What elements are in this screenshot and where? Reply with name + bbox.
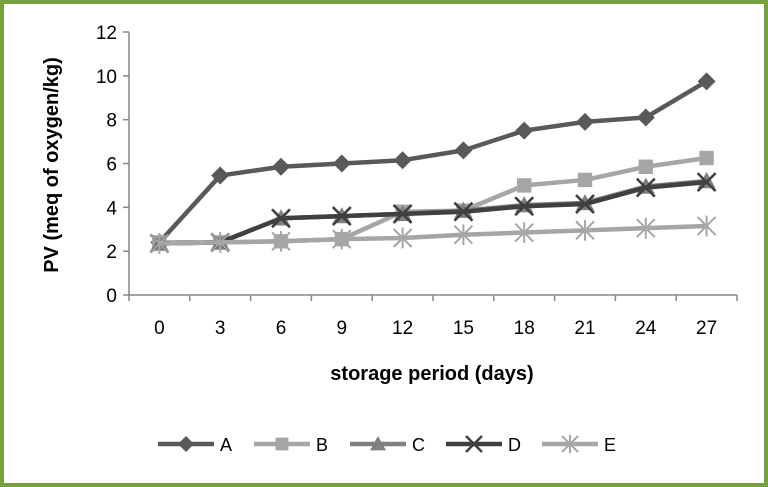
data-point [696, 215, 717, 237]
data-point [465, 435, 483, 453]
x-tick-label: 18 [514, 318, 535, 339]
data-point [453, 201, 474, 222]
x-tick-label: 9 [337, 318, 348, 339]
legend-item-a: A [158, 435, 232, 455]
y-tick-label: 6 [106, 155, 117, 176]
legend-label: E [604, 435, 616, 455]
data-point [370, 436, 386, 451]
legend-item-b: B [254, 435, 328, 455]
data-point [576, 112, 594, 131]
data-point [453, 224, 474, 246]
data-point [514, 196, 535, 217]
legend: A B C D E [158, 434, 616, 455]
y-axis-title: PV (meq of oxygen/kg) [41, 57, 63, 273]
legend-label: B [316, 435, 328, 455]
data-point [697, 72, 716, 91]
x-tick-label: 24 [635, 318, 657, 339]
data-point [517, 178, 532, 193]
series-line-a [157, 79, 708, 244]
legend-item-d: D [446, 435, 521, 455]
data-point [211, 166, 230, 185]
x-tick-label: 12 [392, 318, 413, 339]
data-point [332, 154, 351, 173]
x-axis-title: storage period (days) [330, 363, 533, 385]
data-point [332, 228, 352, 250]
series-lines [149, 72, 717, 254]
legend-label: D [508, 435, 521, 455]
data-point [577, 172, 593, 188]
series-line-d [159, 179, 707, 246]
data-point [699, 150, 714, 166]
data-point [561, 434, 579, 454]
legend-label: C [412, 435, 425, 455]
data-point [271, 230, 291, 252]
data-point [393, 151, 412, 170]
data-point [696, 172, 717, 193]
data-point [149, 233, 170, 254]
data-point [515, 121, 534, 140]
y-tick-label: 12 [96, 23, 117, 44]
legend-item-e: E [542, 434, 616, 455]
series-a [150, 72, 716, 252]
data-point [272, 157, 290, 176]
x-tick-label: 6 [276, 318, 287, 339]
data-point [331, 206, 352, 227]
series-line-e [159, 223, 707, 246]
data-point [271, 208, 291, 229]
x-tick-label: 21 [574, 318, 595, 339]
y-tick-label: 8 [106, 111, 117, 132]
x-tick-label: 15 [453, 318, 474, 339]
axes [123, 31, 738, 301]
x-tick-label: 3 [215, 318, 226, 339]
data-point [575, 194, 595, 214]
x-tick-label: 0 [154, 318, 165, 339]
data-point [635, 177, 656, 198]
y-tick-label: 10 [96, 67, 117, 88]
series-e [149, 215, 717, 254]
data-point [636, 108, 655, 127]
data-point [638, 159, 653, 174]
y-tick-label: 0 [106, 286, 117, 307]
x-tick-label: 27 [696, 318, 717, 339]
legend-item-c: C [350, 435, 425, 455]
data-point [392, 203, 413, 224]
data-point [210, 232, 230, 253]
data-point [178, 436, 194, 452]
data-point [575, 219, 595, 241]
data-point [454, 141, 473, 160]
data-point [392, 227, 413, 249]
legend-label: A [220, 435, 232, 455]
data-point [275, 437, 289, 451]
y-tick-label: 2 [106, 242, 117, 263]
data-point [636, 217, 656, 239]
y-tick-label: 4 [106, 198, 117, 219]
data-point [514, 222, 534, 243]
